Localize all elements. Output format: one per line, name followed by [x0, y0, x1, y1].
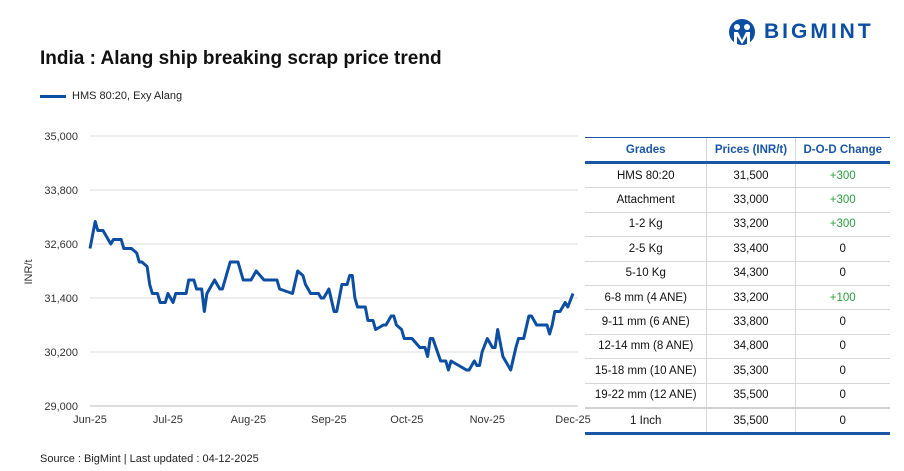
bigmint-logo-icon [729, 19, 755, 45]
table-row: 1 Inch 35,500 0 [585, 406, 890, 436]
change-cell: +300 [794, 187, 890, 213]
grade-cell: Attachment [585, 187, 707, 213]
y-tick-label: 35,000 [44, 131, 78, 143]
legend-label: HMS 80:20, Exy Alang [72, 90, 183, 102]
grade-cell: 1-2 Kg [585, 212, 707, 238]
table-row: 15-18 mm (10 ANE) 35,300 0 [585, 358, 890, 384]
price-cell: 34,800 [706, 334, 796, 360]
grade-cell: HMS 80:20 [585, 162, 707, 189]
price-cell: 35,300 [706, 358, 796, 384]
x-tick-label: Aug-25 [231, 414, 266, 426]
y-tick-label: 33,800 [44, 185, 78, 197]
change-cell: 0 [794, 334, 890, 360]
grade-cell: 19-22 mm (12 ANE) [585, 383, 707, 409]
table-row: 19-22 mm (12 ANE) 35,500 0 [585, 383, 890, 409]
change-cell: +300 [794, 162, 890, 189]
change-cell: +300 [794, 212, 890, 238]
y-tick-label: 31,400 [44, 293, 78, 305]
table-row: 9-11 mm (6 ANE) 33,800 0 [585, 309, 890, 335]
change-cell: 0 [794, 236, 890, 262]
price-cell: 33,200 [706, 285, 796, 311]
grade-cell: 12-14 mm (8 ANE) [585, 334, 707, 360]
x-tick-label: Nov-25 [470, 414, 505, 426]
table-row: HMS 80:20 31,500 +300 [585, 162, 890, 189]
price-cell: 34,300 [706, 261, 796, 286]
table-row: 5-10 Kg 34,300 0 [585, 261, 890, 286]
grade-cell: 2-5 Kg [585, 236, 707, 262]
change-cell: 0 [794, 383, 890, 409]
change-cell: 0 [794, 406, 890, 436]
legend-swatch [40, 94, 66, 98]
y-tick-label: 32,600 [44, 239, 78, 251]
x-tick-label: Dec-25 [555, 414, 590, 426]
x-tick-label: Jul-25 [153, 414, 183, 426]
grade-cell: 9-11 mm (6 ANE) [585, 309, 707, 335]
price-cell: 31,500 [706, 162, 796, 189]
grade-cell: 15-18 mm (10 ANE) [585, 358, 707, 384]
grade-cell: 6-8 mm (4 ANE) [585, 285, 707, 311]
change-cell: 0 [794, 261, 890, 286]
column-header: Prices (INR/t) [706, 137, 796, 164]
x-tick-label: Jun-25 [73, 414, 107, 426]
column-header: Grades [585, 137, 707, 164]
table-row: 1-2 Kg 33,200 +300 [585, 212, 890, 238]
change-cell: 0 [794, 358, 890, 384]
table-row: Attachment 33,000 +300 [585, 187, 890, 213]
y-axis-label: INR/t [23, 259, 35, 284]
price-cell: 35,500 [706, 383, 796, 409]
change-cell: 0 [794, 309, 890, 335]
price-cell: 33,000 [706, 187, 796, 213]
source-note: Source : BigMint | Last updated : 04-12-… [40, 453, 259, 465]
brand-name: BIGMINT [764, 20, 874, 43]
table-row: 6-8 mm (4 ANE) 33,200 +100 [585, 285, 890, 311]
price-cell: 33,800 [706, 309, 796, 335]
grade-cell: 5-10 Kg [585, 261, 707, 286]
column-header: D-O-D Change [794, 137, 890, 164]
y-tick-label: 30,200 [44, 347, 78, 359]
table-row: 12-14 mm (8 ANE) 34,800 0 [585, 334, 890, 360]
legend: HMS 80:20, Exy Alang [40, 90, 182, 102]
x-tick-label: Oct-25 [390, 414, 423, 426]
table-row: 2-5 Kg 33,400 0 [585, 236, 890, 262]
price-cell: 35,500 [706, 406, 796, 436]
x-tick-label: Sep-25 [311, 414, 346, 426]
bigmint-logo: BIGMINT [728, 18, 874, 46]
series-line-hms-80-20 [88, 220, 575, 372]
chart-title: India : Alang ship breaking scrap price … [40, 48, 442, 69]
grades-price-table: Grades Prices (INR/t) D-O-D Change HMS 80:… [585, 137, 890, 436]
y-tick-label: 29,000 [44, 401, 78, 413]
price-cell: 33,400 [706, 236, 796, 262]
price-cell: 33,200 [706, 212, 796, 238]
grade-cell: 1 Inch [585, 406, 707, 436]
change-cell: +100 [794, 285, 890, 311]
